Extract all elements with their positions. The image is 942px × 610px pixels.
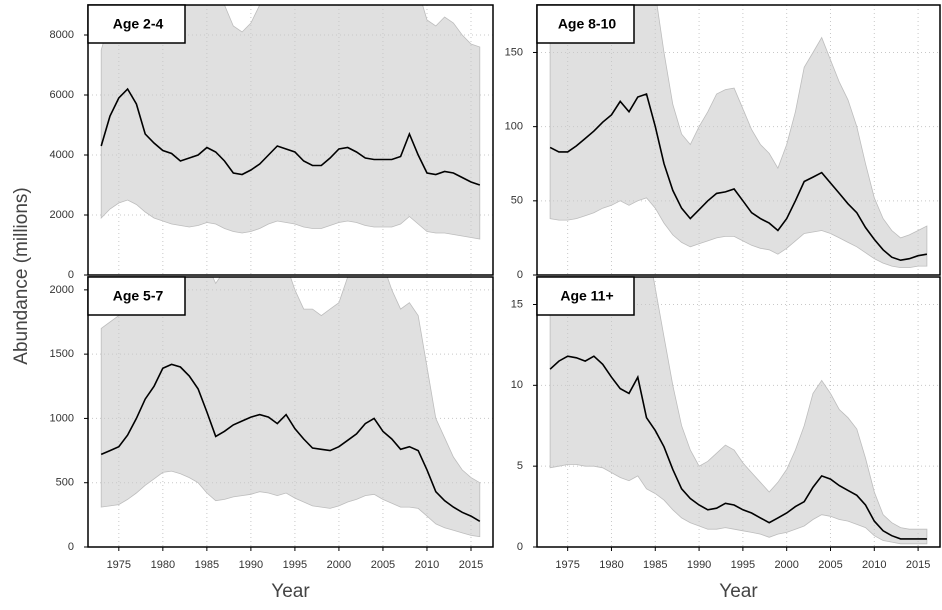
x-tick-label: 1980 xyxy=(599,559,623,571)
panel-title: Age 8-10 xyxy=(558,16,617,32)
panel-title-box xyxy=(87,276,186,316)
x-tick-label: 2010 xyxy=(862,559,886,571)
x-tick-label: 1995 xyxy=(731,559,755,571)
y-tick-label: 500 xyxy=(56,477,74,489)
panel-title-box xyxy=(536,4,635,44)
x-tick-label: 1975 xyxy=(107,559,131,571)
x-tick-label: 2005 xyxy=(818,559,842,571)
panel-frame xyxy=(536,4,941,276)
estimate-line xyxy=(100,87,481,186)
x-tick-label: 1990 xyxy=(687,559,711,571)
plot-layer xyxy=(88,5,493,275)
y-tick-label: 2000 xyxy=(50,284,74,296)
y-tick-label: 0 xyxy=(517,269,523,281)
x-tick-label: 2000 xyxy=(774,559,798,571)
x-axis-label: Year xyxy=(719,581,758,602)
y-tick-label: 15 xyxy=(511,298,523,310)
x-tick-label: 1985 xyxy=(643,559,667,571)
x-tick-label: 2005 xyxy=(371,559,395,571)
panel-frame xyxy=(536,276,941,548)
confidence-band xyxy=(100,5,481,240)
panel-frame xyxy=(87,276,494,548)
y-tick-label: 1500 xyxy=(50,348,74,360)
y-tick-label: 5 xyxy=(517,460,523,472)
confidence-band xyxy=(549,5,928,268)
y-tick-label: 6000 xyxy=(50,89,74,101)
y-tick-label: 8000 xyxy=(50,29,74,41)
x-tick-label: 1975 xyxy=(555,559,579,571)
panel-title: Age 2-4 xyxy=(113,16,164,32)
estimate-line xyxy=(549,92,928,262)
y-tick-label: 150 xyxy=(505,46,523,58)
panel-title: Age 11+ xyxy=(560,288,613,304)
estimate-line xyxy=(100,363,481,522)
y-tick-label: 4000 xyxy=(50,149,74,161)
plot-layer xyxy=(537,277,940,547)
x-tick-label: 2015 xyxy=(906,559,930,571)
x-tick-label: 2015 xyxy=(459,559,483,571)
y-tick-label: 2000 xyxy=(50,209,74,221)
y-axis-label: Abundance (millions) xyxy=(11,187,32,364)
estimate-line xyxy=(549,355,927,540)
x-tick-label: 1985 xyxy=(195,559,219,571)
x-tick-label: 1980 xyxy=(151,559,175,571)
confidence-band xyxy=(100,277,481,538)
panel-title: Age 5-7 xyxy=(113,288,164,304)
y-tick-label: 1000 xyxy=(50,412,74,424)
y-tick-label: 0 xyxy=(68,541,74,553)
panel-title-box xyxy=(536,276,635,316)
x-tick-label: 2010 xyxy=(415,559,439,571)
y-tick-label: 100 xyxy=(505,121,523,133)
y-tick-label: 0 xyxy=(517,541,523,553)
x-tick-label: 1995 xyxy=(283,559,307,571)
x-axis-label: Year xyxy=(271,581,310,602)
y-tick-label: 50 xyxy=(511,195,523,207)
y-tick-label: 0 xyxy=(68,269,74,281)
y-tick-label: 10 xyxy=(511,379,523,391)
panel-frame xyxy=(87,4,494,276)
plot-layer xyxy=(88,277,493,547)
plot-layer xyxy=(537,5,940,275)
x-tick-label: 1990 xyxy=(239,559,263,571)
confidence-band xyxy=(549,277,928,545)
x-tick-label: 2000 xyxy=(327,559,351,571)
panel-title-box xyxy=(87,4,186,44)
